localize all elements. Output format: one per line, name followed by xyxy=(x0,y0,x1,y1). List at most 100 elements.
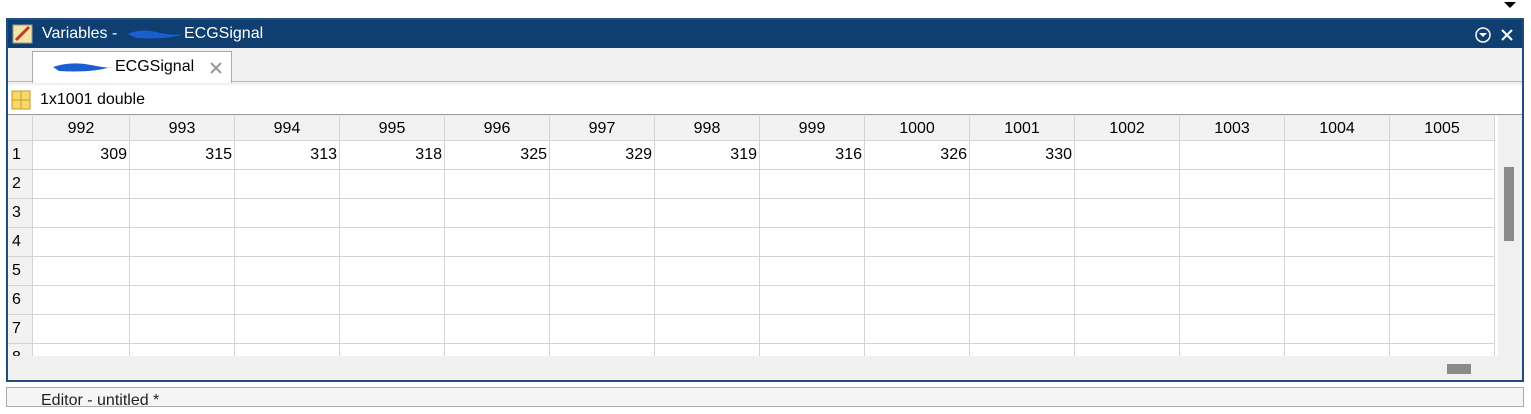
data-cell[interactable]: 313 xyxy=(235,141,340,170)
data-cell[interactable] xyxy=(1285,199,1390,228)
data-cell[interactable] xyxy=(340,170,445,199)
data-cell[interactable] xyxy=(865,315,970,344)
data-cell[interactable] xyxy=(445,228,550,257)
data-cell[interactable] xyxy=(1285,257,1390,286)
data-cell[interactable] xyxy=(760,315,865,344)
data-cell[interactable] xyxy=(1285,344,1390,356)
data-cell[interactable] xyxy=(760,257,865,286)
data-cell[interactable] xyxy=(445,315,550,344)
data-cell[interactable] xyxy=(550,228,655,257)
data-cell[interactable] xyxy=(865,170,970,199)
data-cell[interactable] xyxy=(760,228,865,257)
data-cell[interactable] xyxy=(340,199,445,228)
data-cell[interactable] xyxy=(550,344,655,356)
data-cell[interactable] xyxy=(655,170,760,199)
data-cell[interactable] xyxy=(130,199,235,228)
data-cell[interactable] xyxy=(340,286,445,315)
data-cell[interactable] xyxy=(1390,257,1495,286)
data-cell[interactable] xyxy=(235,257,340,286)
data-cell[interactable] xyxy=(970,228,1075,257)
data-cell[interactable] xyxy=(1075,286,1180,315)
data-cell[interactable] xyxy=(1390,228,1495,257)
data-cell[interactable] xyxy=(1180,315,1285,344)
data-cell[interactable] xyxy=(1075,170,1180,199)
corner[interactable] xyxy=(8,116,33,141)
scroll-thumb[interactable] xyxy=(1504,167,1514,241)
scroll-thumb[interactable] xyxy=(1447,364,1471,374)
data-cell[interactable] xyxy=(1390,141,1495,170)
data-cell[interactable] xyxy=(33,228,130,257)
data-cell[interactable] xyxy=(1390,170,1495,199)
data-cell[interactable] xyxy=(130,228,235,257)
data-cell[interactable] xyxy=(865,199,970,228)
data-cell[interactable] xyxy=(235,286,340,315)
data-cell[interactable] xyxy=(340,257,445,286)
data-cell[interactable]: 318 xyxy=(340,141,445,170)
data-cell[interactable] xyxy=(970,344,1075,356)
data-cell[interactable] xyxy=(1180,141,1285,170)
data-cell[interactable] xyxy=(1390,199,1495,228)
data-cell[interactable] xyxy=(33,315,130,344)
data-cell[interactable] xyxy=(1075,344,1180,356)
data-cell[interactable] xyxy=(550,286,655,315)
data-cell[interactable] xyxy=(1390,315,1495,344)
data-cell[interactable] xyxy=(445,286,550,315)
data-cell[interactable] xyxy=(655,257,760,286)
data-cell[interactable] xyxy=(865,228,970,257)
data-cell[interactable] xyxy=(235,199,340,228)
data-cell[interactable] xyxy=(340,344,445,356)
data-cell[interactable] xyxy=(33,170,130,199)
data-cell[interactable] xyxy=(865,286,970,315)
horizontal-scrollbar[interactable] xyxy=(8,356,1522,380)
variable-tab[interactable]: ECGSignal xyxy=(32,51,232,83)
data-cell[interactable] xyxy=(1075,199,1180,228)
data-cell[interactable]: 316 xyxy=(760,141,865,170)
data-cell[interactable] xyxy=(760,344,865,356)
data-cell[interactable] xyxy=(130,315,235,344)
data-cell[interactable] xyxy=(340,315,445,344)
data-cell[interactable] xyxy=(235,228,340,257)
data-cell[interactable] xyxy=(865,257,970,286)
data-cell[interactable] xyxy=(970,315,1075,344)
data-cell[interactable] xyxy=(655,199,760,228)
data-cell[interactable]: 326 xyxy=(865,141,970,170)
data-cell[interactable]: 309 xyxy=(33,141,130,170)
tab-close[interactable] xyxy=(209,61,223,75)
data-cell[interactable] xyxy=(655,344,760,356)
data-cell[interactable] xyxy=(130,170,235,199)
data-cell[interactable] xyxy=(970,286,1075,315)
data-cell[interactable] xyxy=(1285,315,1390,344)
data-cell[interactable] xyxy=(33,286,130,315)
data-cell[interactable] xyxy=(550,315,655,344)
data-cell[interactable] xyxy=(1180,344,1285,356)
data-cell[interactable] xyxy=(445,199,550,228)
data-cell[interactable] xyxy=(445,170,550,199)
data-cell[interactable] xyxy=(1075,257,1180,286)
data-cell[interactable] xyxy=(445,344,550,356)
data-cell[interactable] xyxy=(970,199,1075,228)
data-cell[interactable]: 315 xyxy=(130,141,235,170)
data-cell[interactable] xyxy=(445,257,550,286)
data-cell[interactable]: 329 xyxy=(550,141,655,170)
data-cell[interactable] xyxy=(1075,315,1180,344)
dropdown-arrow[interactable] xyxy=(1500,0,1520,10)
data-cell[interactable] xyxy=(33,344,130,356)
data-cell[interactable] xyxy=(1180,228,1285,257)
data-cell[interactable] xyxy=(1285,286,1390,315)
data-cell[interactable] xyxy=(340,228,445,257)
data-cell[interactable] xyxy=(655,286,760,315)
data-cell[interactable] xyxy=(970,257,1075,286)
data-cell[interactable] xyxy=(130,344,235,356)
data-cell[interactable] xyxy=(33,257,130,286)
data-cell[interactable] xyxy=(1285,228,1390,257)
vertical-scrollbar[interactable] xyxy=(1498,116,1520,356)
data-cell[interactable] xyxy=(760,286,865,315)
data-cell[interactable]: 330 xyxy=(970,141,1075,170)
data-cell[interactable] xyxy=(1390,286,1495,315)
data-cell[interactable] xyxy=(550,199,655,228)
data-cell[interactable] xyxy=(655,228,760,257)
data-cell[interactable] xyxy=(235,315,340,344)
data-cell[interactable] xyxy=(33,199,130,228)
data-cell[interactable] xyxy=(130,286,235,315)
data-cell[interactable] xyxy=(235,344,340,356)
